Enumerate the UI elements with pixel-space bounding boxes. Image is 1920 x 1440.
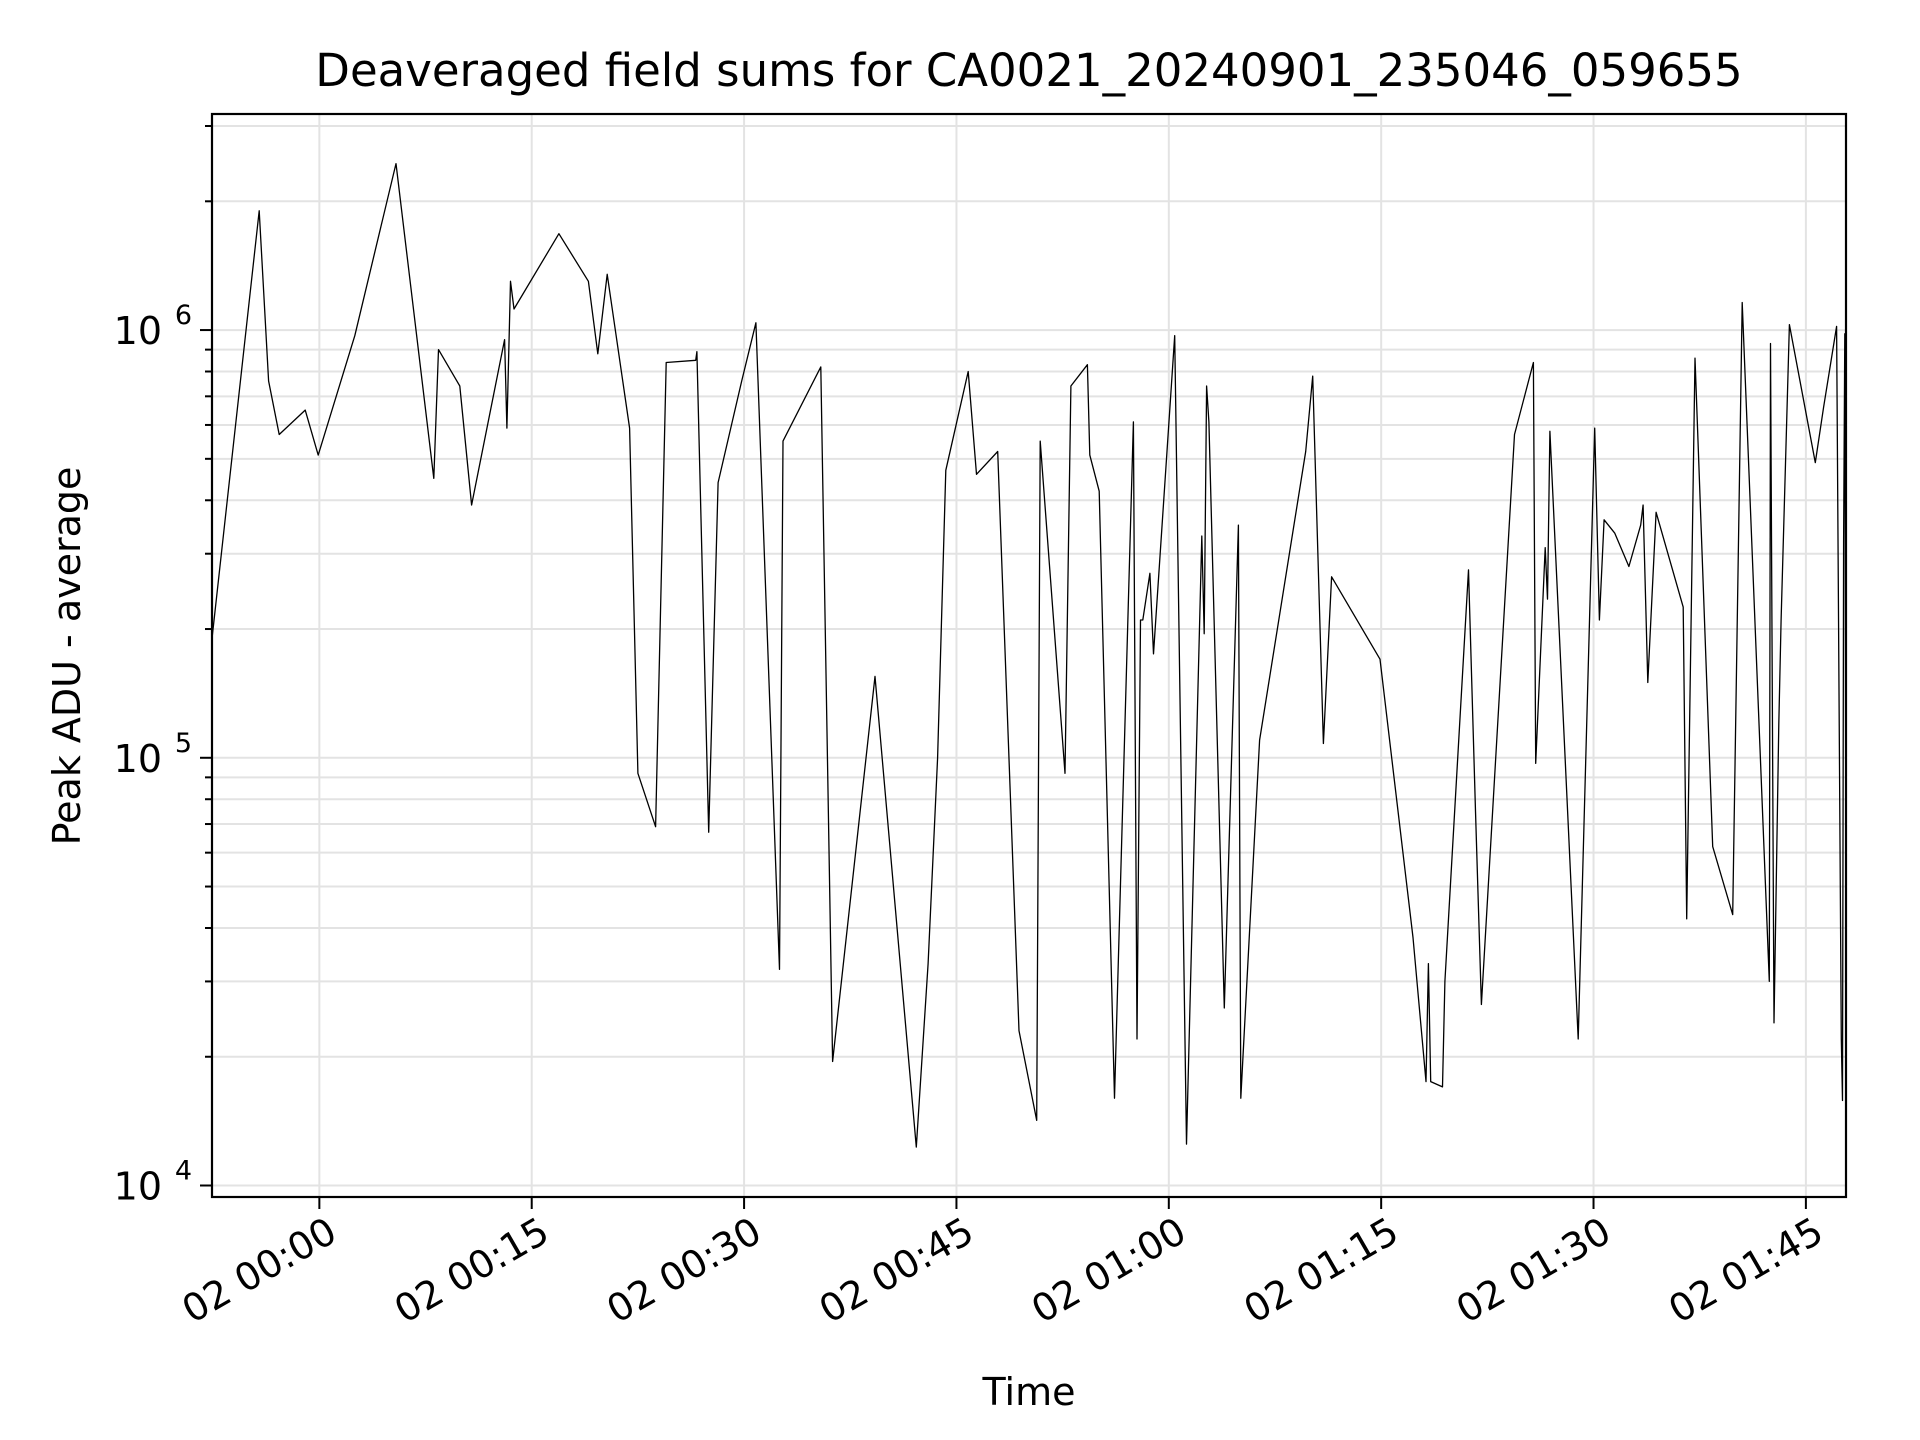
- y-tick-exponent: 4: [175, 1156, 192, 1187]
- y-tick-label: 10: [114, 737, 162, 781]
- y-tick-label: 10: [114, 309, 162, 353]
- x-axis-label: Time: [982, 1370, 1076, 1414]
- y-axis-label: Peak ADU - average: [45, 467, 89, 846]
- series-line: [211, 162, 1847, 1148]
- y-tick-label: 10: [114, 1165, 162, 1209]
- chart-title: Deaveraged field sums for CA0021_2024090…: [315, 44, 1742, 97]
- y-tick-exponent: 6: [175, 300, 192, 331]
- y-tick-exponent: 5: [175, 728, 192, 759]
- series-layer: [211, 162, 1847, 1148]
- plot-frame: [210, 112, 1848, 1199]
